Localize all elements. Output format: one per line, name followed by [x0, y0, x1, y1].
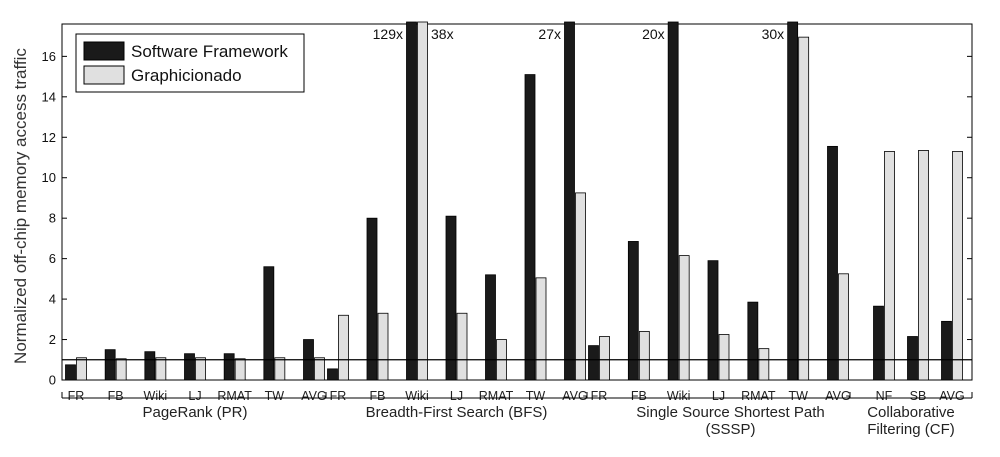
bar-software-wiki	[144, 351, 156, 381]
category-label: FR	[330, 389, 347, 403]
y-tick-label: 12	[42, 130, 56, 145]
category-label: TW	[788, 389, 808, 403]
bar-graphicionado-wiki	[678, 255, 690, 381]
y-tick-label: 0	[49, 373, 56, 388]
bar-software-tw	[263, 266, 275, 381]
bar-software-fr	[327, 368, 338, 381]
category-label: LJ	[450, 389, 463, 403]
bar-graphicionado-lj	[195, 357, 206, 381]
bar-graphicionado-tw	[798, 36, 810, 381]
bar-graphicionado-tw	[535, 277, 547, 381]
category-label: FR	[68, 389, 85, 403]
bar-graphicionado-avg	[838, 273, 849, 381]
category-label: AVG	[301, 389, 326, 403]
category-label: FB	[108, 389, 124, 403]
bar-software-wiki	[667, 21, 679, 381]
category-label: AVG	[939, 389, 964, 403]
category-label: RMAT	[217, 389, 252, 403]
bar-software-rmat	[747, 301, 759, 381]
bar-graphicionado-fr	[338, 314, 349, 381]
bar-software-rmat	[223, 353, 235, 381]
plot-frame	[61, 23, 973, 381]
category-label: SB	[910, 389, 927, 403]
bar-software-rmat	[485, 274, 496, 381]
y-tick-label: 16	[42, 49, 56, 64]
bar-graphicionado-fr	[599, 336, 610, 381]
y-tick-label: 6	[49, 251, 56, 266]
category-label: AVG	[562, 389, 587, 403]
bar-graphicionado-avg	[314, 357, 325, 381]
category-label: Wiki	[667, 389, 691, 403]
overflow-label: 30x	[762, 26, 785, 42]
legend-swatch	[83, 41, 125, 61]
category-label: TW	[265, 389, 285, 403]
legend-swatch	[83, 65, 125, 85]
bar-software-lj	[707, 260, 719, 381]
category-label: TW	[526, 389, 546, 403]
group-label: (SSSP)	[705, 421, 755, 438]
category-label: AVG	[825, 389, 850, 403]
y-axis-label: Normalized off-chip memory access traffi…	[11, 48, 30, 364]
bar-software-sb	[907, 336, 918, 381]
bar-software-fr	[588, 345, 599, 381]
bar-graphicionado-sb	[918, 150, 929, 381]
bar-graphicionado-lj	[456, 312, 468, 381]
bar-graphicionado-fr	[76, 357, 87, 381]
group-label: Breadth-First Search (BFS)	[366, 404, 548, 421]
group-label: Collaborative	[867, 404, 955, 421]
category-label: LJ	[188, 389, 201, 403]
bar-graphicionado-tw	[274, 357, 286, 381]
category-label: FB	[631, 389, 647, 403]
bar-software-fb	[366, 217, 378, 381]
legend-label: Graphicionado	[131, 66, 242, 85]
group-label: Single Source Shortest Path	[636, 404, 824, 421]
y-tick-label: 14	[42, 89, 56, 104]
category-label: NF	[876, 389, 893, 403]
category-label: LJ	[712, 389, 725, 403]
bar-graphicionado-avg	[952, 151, 963, 381]
bar-software-fb	[627, 241, 639, 381]
bar-graphicionado-fb	[377, 312, 389, 381]
overflow-label: 27x	[538, 26, 561, 42]
bar-software-tw	[787, 21, 799, 381]
category-label: Wiki	[144, 389, 168, 403]
bar-software-avg	[941, 320, 952, 381]
y-tick-label: 2	[49, 332, 56, 347]
bar-software-nf	[873, 305, 884, 381]
bar-software-avg	[827, 145, 838, 381]
bar-software-tw	[524, 74, 536, 381]
bar-graphicionado-lj	[718, 334, 730, 381]
bar-software-lj	[445, 215, 457, 381]
category-label: FR	[591, 389, 608, 403]
bar-software-wiki	[406, 21, 417, 381]
bar-graphicionado-fb	[638, 331, 650, 381]
category-label: RMAT	[741, 389, 776, 403]
bar-software-fb	[104, 349, 116, 381]
legend-label: Software Framework	[131, 42, 288, 61]
bar-graphicionado-nf	[884, 151, 895, 381]
y-tick-label: 8	[49, 211, 56, 226]
bar-software-fr	[65, 364, 76, 381]
category-label: Wiki	[405, 389, 429, 403]
bar-graphicionado-fb	[115, 358, 127, 381]
category-label: RMAT	[479, 389, 514, 403]
y-tick-label: 10	[42, 170, 56, 185]
bar-graphicionado-rmat	[234, 358, 246, 381]
bar-graphicionado-avg	[575, 192, 586, 381]
bar-graphicionado-wiki	[417, 21, 428, 381]
y-tick-label: 4	[49, 292, 56, 307]
bar-graphicionado-rmat	[758, 348, 770, 381]
overflow-label-graphicionado: 38x	[431, 26, 454, 42]
overflow-label: 129x	[373, 26, 403, 42]
category-label: FB	[370, 389, 386, 403]
group-label: Filtering (CF)	[867, 421, 955, 438]
bar-software-lj	[184, 353, 195, 381]
bar-software-avg	[564, 21, 575, 381]
overflow-label: 20x	[642, 26, 665, 42]
group-label: PageRank (PR)	[142, 404, 247, 421]
bar-graphicionado-wiki	[155, 357, 167, 381]
